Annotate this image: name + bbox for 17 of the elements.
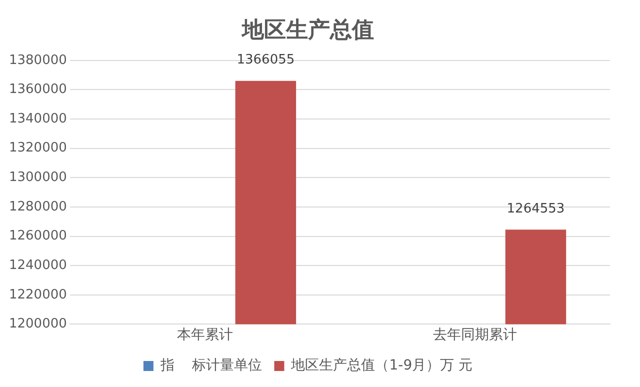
chart-title: 地区生产总值 <box>241 16 374 43</box>
y-tick-label: 1380000 <box>8 52 67 68</box>
legend-label: 地区生产总值（1-9月）万 元 <box>290 358 473 374</box>
y-tick-label: 1240000 <box>8 258 67 273</box>
y-tick-label: 1200000 <box>8 316 67 332</box>
x-tick-label: 去年同期累计 <box>432 327 517 344</box>
y-tick-label: 1340000 <box>8 111 67 126</box>
legend-label: 指 标计量单位 <box>159 358 262 374</box>
y-tick-label: 1300000 <box>8 170 67 186</box>
y-tick-label: 1280000 <box>8 199 67 214</box>
y-tick-label: 1320000 <box>8 140 67 156</box>
data-label: 1264553 <box>506 201 565 216</box>
x-tick-label: 本年累计 <box>176 327 233 344</box>
y-tick-label: 1360000 <box>8 82 67 98</box>
y-tick-label: 1220000 <box>8 287 67 302</box>
data-label: 1366055 <box>236 52 295 68</box>
y-tick-label: 1260000 <box>8 228 67 244</box>
